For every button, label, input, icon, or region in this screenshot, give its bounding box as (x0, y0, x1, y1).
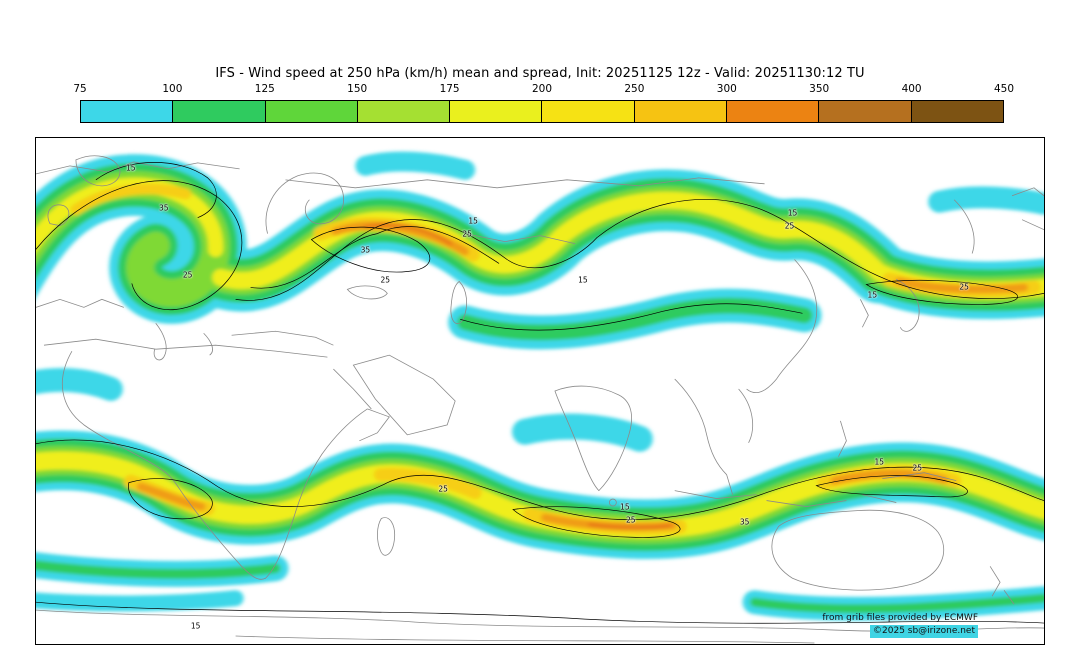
colorbar-segment (542, 101, 635, 122)
colorbar-tick: 125 (254, 83, 275, 95)
colorbar-tick-labels: 75 100 125 150 175 200 250 300 350 400 450 (73, 83, 1014, 97)
colorbar-tick: 75 (73, 83, 87, 95)
colorbar-segment (727, 101, 820, 122)
colorbar-segment (911, 101, 1003, 122)
colorbar-segment (173, 101, 266, 122)
map-area: 15 35 25 35 25 15 25 15 15 25 15 25 15 25 15 25 35 25 15 f… (35, 137, 1045, 645)
colorbar-tick: 150 (347, 83, 368, 95)
colorbar-tick: 175 (439, 83, 460, 95)
band-yellow (36, 177, 1044, 529)
band-green (36, 185, 1044, 614)
colorbar-tick: 300 (716, 83, 737, 95)
colorbar-tick: 250 (624, 83, 645, 95)
colorbar-segment (357, 101, 451, 122)
attribution-ecmwf: from grib files provided by ECMWF (822, 612, 978, 623)
colorbar-tick: 400 (901, 83, 922, 95)
wind-speed-bands (36, 151, 1044, 621)
colorbar-tick: 100 (162, 83, 183, 95)
colorbar-tick: 450 (993, 83, 1015, 95)
colorbar (80, 100, 1004, 123)
colorbar-segment (819, 101, 912, 122)
world-map-svg (36, 151, 1044, 644)
colorbar-segment (265, 101, 358, 122)
colorbar-tick: 200 (531, 83, 553, 95)
attribution: from grib files provided by ECMWF ©2025 … (822, 612, 978, 638)
colorbar-segment (634, 101, 728, 122)
attribution-copyright: ©2025 sb@irizone.net (870, 624, 978, 638)
chart-title: IFS - Wind speed at 250 hPa (km/h) mean … (215, 66, 865, 81)
colorbar-tick: 350 (809, 83, 830, 95)
spread-contours (36, 162, 1044, 624)
colorbar-segment (81, 101, 174, 122)
band-deep-orange (363, 222, 672, 530)
colorbar-segment (450, 101, 543, 122)
